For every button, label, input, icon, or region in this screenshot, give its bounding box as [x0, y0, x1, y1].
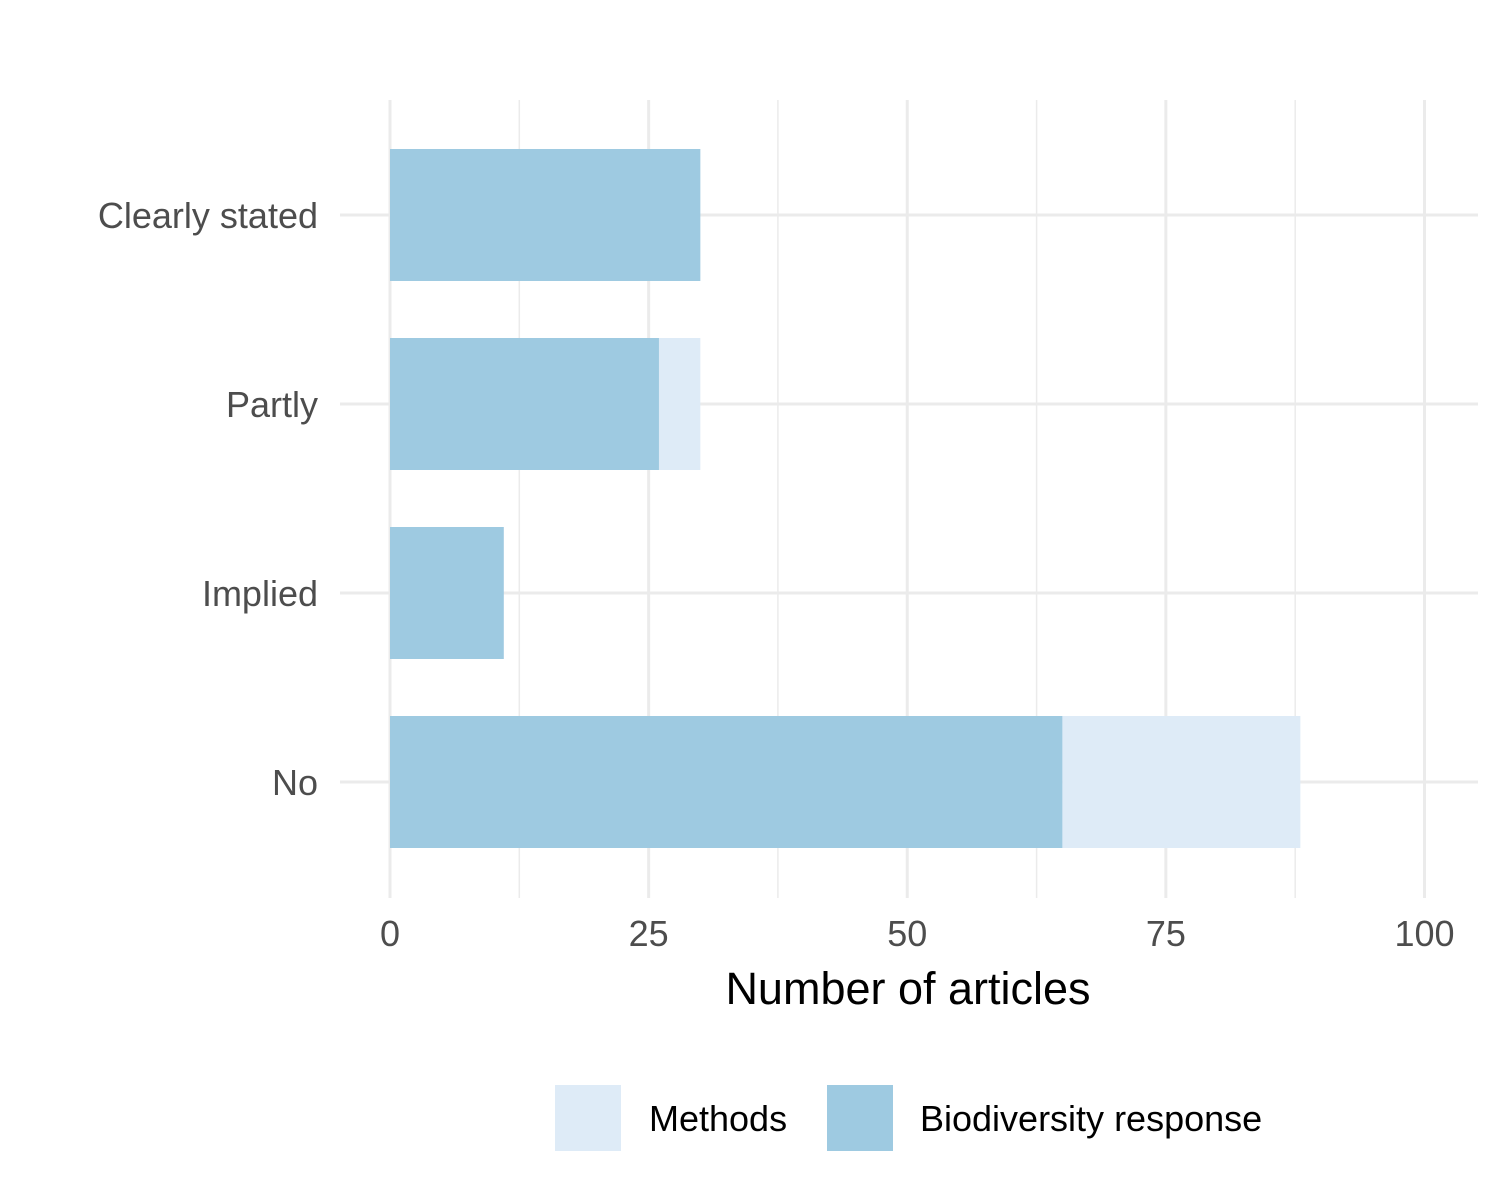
bar-methods-no	[1062, 716, 1301, 848]
bar-biodiversity-response-partly	[390, 338, 659, 470]
x-tick-label: 50	[887, 913, 927, 954]
legend-key-biodiversity-response	[827, 1085, 893, 1151]
x-axis-title: Number of articles	[725, 963, 1090, 1014]
y-axis-ticks: Clearly stated Partly Implied No	[98, 195, 318, 803]
legend-label: Methods	[649, 1098, 787, 1139]
legend-key-methods	[555, 1085, 621, 1151]
bar-biodiversity-response-no	[390, 716, 1063, 848]
bar-methods-partly	[658, 338, 701, 470]
y-tick-label: Partly	[226, 384, 318, 425]
y-tick-label: Clearly stated	[98, 195, 318, 236]
x-tick-label: 100	[1394, 913, 1454, 954]
y-tick-label: Implied	[202, 573, 318, 614]
legend: Methods Biodiversity response	[555, 1085, 1262, 1151]
bar-biodiversity-response-implied	[390, 527, 504, 659]
y-tick-label: No	[272, 762, 318, 803]
x-tick-label: 75	[1146, 913, 1186, 954]
bars	[390, 149, 1301, 848]
x-axis-ticks: 0 25 50 75 100	[380, 913, 1455, 954]
bar-biodiversity-response-clearly-stated	[390, 149, 701, 281]
x-tick-label: 0	[380, 913, 400, 954]
legend-label: Biodiversity response	[920, 1098, 1262, 1139]
x-tick-label: 25	[629, 913, 669, 954]
